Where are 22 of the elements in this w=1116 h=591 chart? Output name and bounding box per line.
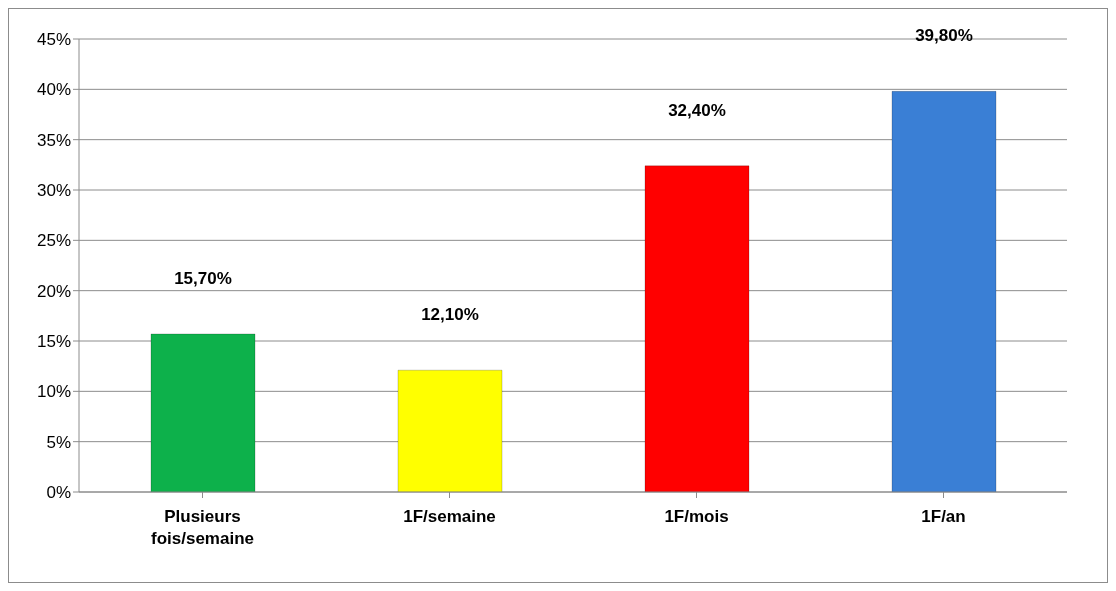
x-tick-label: 1F/an bbox=[921, 507, 966, 526]
bar bbox=[891, 90, 997, 492]
y-tick-label: 0% bbox=[46, 483, 71, 503]
y-tick-label: 20% bbox=[36, 281, 71, 301]
data-label: 15,70% bbox=[174, 268, 232, 288]
y-tick-label: 45% bbox=[36, 30, 71, 50]
x-tick-label: Plusieurs fois/semaine bbox=[151, 507, 254, 548]
y-tick-label: 30% bbox=[36, 181, 71, 201]
data-label: 12,10% bbox=[421, 305, 479, 325]
data-label: 32,40% bbox=[668, 100, 726, 120]
y-tick-label: 25% bbox=[36, 231, 71, 251]
bar bbox=[644, 165, 750, 492]
data-label: 39,80% bbox=[915, 26, 973, 46]
bar bbox=[150, 333, 256, 492]
bar bbox=[397, 369, 503, 492]
y-tick-label: 40% bbox=[36, 80, 71, 100]
y-tick-label: 15% bbox=[36, 332, 71, 352]
y-tick-label: 5% bbox=[46, 432, 71, 452]
x-tick-label: 1F/mois bbox=[664, 507, 729, 526]
y-tick-label: 10% bbox=[36, 382, 71, 402]
y-tick-label: 35% bbox=[36, 130, 71, 150]
x-tick-label: 1F/semaine bbox=[403, 507, 496, 526]
